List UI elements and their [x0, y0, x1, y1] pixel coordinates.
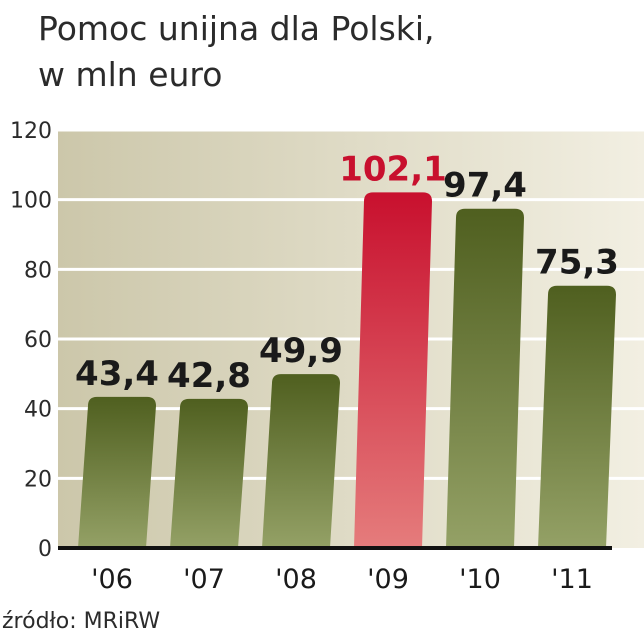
bar-11: [538, 285, 616, 548]
bar-10: [446, 208, 524, 548]
value-label: 42,8: [167, 356, 251, 396]
x-tick-label: '06: [91, 564, 133, 595]
y-tick-label: 80: [24, 258, 52, 283]
y-axis-ticks: 0 20 40 60 80 100 120: [10, 119, 52, 562]
x-tick-label: '10: [459, 564, 501, 595]
bar-06: [78, 396, 156, 548]
chart-title: Pomoc unijna dla Polski,: [38, 9, 435, 48]
y-tick-label: 120: [10, 119, 52, 144]
value-label: 49,9: [259, 331, 343, 371]
x-tick-label: '09: [367, 564, 409, 595]
x-axis-ticks: '06 '07 '08 '09 '10 '11: [91, 564, 593, 595]
source-note: źródło: MRiRW: [2, 609, 160, 634]
y-tick-label: 100: [10, 189, 52, 214]
y-tick-label: 60: [24, 328, 52, 353]
x-tick-label: '11: [551, 564, 593, 595]
bar-08: [262, 374, 340, 548]
x-tick-label: '08: [275, 564, 317, 595]
value-label: 97,4: [443, 166, 527, 206]
chart-subtitle: w mln euro: [38, 55, 222, 94]
value-label: 43,4: [75, 354, 159, 394]
value-label: 102,1: [339, 149, 447, 189]
y-tick-label: 20: [24, 467, 52, 492]
bar-07: [170, 398, 248, 548]
y-tick-label: 40: [24, 398, 52, 423]
value-label: 75,3: [535, 243, 619, 283]
bars: [78, 192, 616, 548]
value-labels: 43,4 42,849,9 102,197,475,3: [75, 149, 619, 396]
y-tick-label: 0: [38, 537, 52, 562]
bar-09: [354, 192, 432, 548]
x-tick-label: '07: [183, 564, 225, 595]
